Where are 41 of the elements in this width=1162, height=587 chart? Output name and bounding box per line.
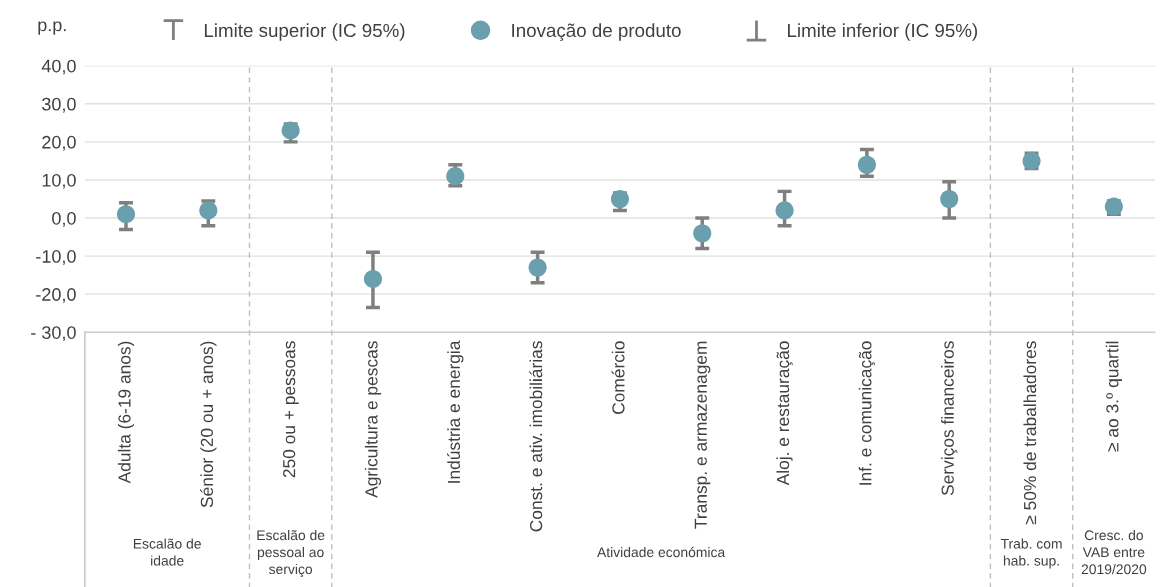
y-tick-label: - 30,0: [31, 326, 76, 342]
x-tick-label: Transp. e armazenagem: [694, 341, 711, 529]
x-tick-label: Comércio: [611, 341, 625, 414]
x-tick-label: Aloj. e restauração: [776, 341, 793, 486]
x-tick-label: Agricultura e pescas: [364, 341, 382, 498]
y-tick-label: 10,0: [42, 173, 76, 189]
text: Limite superior (IC 95%): [204, 23, 405, 41]
y-tick-label: -20,0: [36, 288, 76, 304]
text: Limite inferior (IC 95%): [788, 23, 978, 41]
x-tick-label: ≥ ao 3.º quartil: [1105, 341, 1122, 452]
y-tick-label: 30,0: [42, 97, 76, 113]
y-axis-title: p.p.: [38, 21, 66, 35]
point: [116, 205, 136, 224]
y-tick-label: 20,0: [42, 135, 76, 151]
x-tick-label: ≥ 50% de trabalhadores: [1023, 341, 1037, 525]
point: [199, 201, 218, 220]
x-tick-label: Const. e ativ. imobiliárias: [529, 341, 543, 532]
text: Cresc. do VAB entre 2019/2020: [1081, 529, 1147, 575]
point: [281, 121, 300, 140]
x-tick-label: Sénior (20 ou + anos): [200, 341, 217, 508]
y-tick-label: 40,0: [41, 59, 76, 75]
point: [940, 189, 959, 209]
x-tick-label: Indústria e energia: [447, 340, 464, 483]
point: [610, 189, 629, 209]
point: [775, 201, 794, 220]
point: [446, 167, 465, 186]
text: Escalão de pessoal ao serviço: [257, 529, 325, 577]
text: Atividade económica: [597, 546, 726, 558]
text: Escalão de idade: [133, 538, 201, 566]
point: [528, 258, 547, 277]
y-tick-label: 0,0: [52, 211, 76, 227]
point: [857, 155, 876, 174]
point: [693, 224, 712, 243]
text: Trab. com hab. sup.: [1000, 538, 1062, 569]
legend-label: Inovação de produto: [512, 23, 681, 41]
x-tick-label: Adulta (6-19 anos): [117, 341, 135, 484]
point: [363, 269, 383, 288]
y-tick-label: -10,0: [36, 250, 76, 265]
x-tick-label: 250 ou + pessoas: [283, 341, 299, 478]
x-tick-label: Serviços financeiros: [941, 341, 958, 496]
x-tick-label: Inf. e comunicação: [858, 341, 876, 485]
